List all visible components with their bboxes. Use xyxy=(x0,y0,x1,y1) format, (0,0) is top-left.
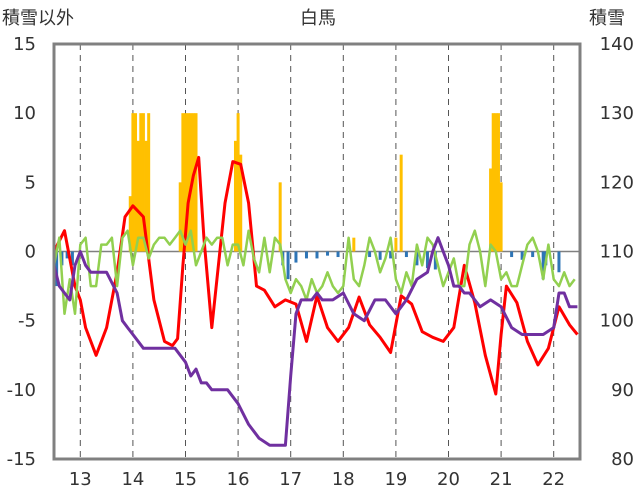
bar-0 xyxy=(399,154,403,252)
y-left-tick-label: 5 xyxy=(25,172,36,193)
bar-0 xyxy=(147,113,151,252)
y-left-tick-label: -10 xyxy=(7,380,36,401)
bar-0 xyxy=(394,237,398,252)
lines xyxy=(52,155,579,447)
bar-0 xyxy=(499,182,503,252)
x-tick-label: 18 xyxy=(332,469,355,490)
bar-0 xyxy=(184,113,187,252)
y-right-tick-label: 80 xyxy=(611,449,634,470)
y-right-tick-label: 140 xyxy=(600,34,634,55)
x-tick-label: 16 xyxy=(227,469,250,490)
bar-0 xyxy=(233,140,237,252)
bar-0 xyxy=(239,154,243,252)
bar-0 xyxy=(136,140,140,252)
bar-1 xyxy=(433,251,437,270)
y-left-tick-label: -5 xyxy=(18,311,36,332)
bar-1 xyxy=(425,251,429,269)
x-tick-label: 19 xyxy=(384,469,407,490)
series-line-2 xyxy=(52,155,579,396)
y-left-tick-label: 10 xyxy=(13,103,36,124)
bar-1 xyxy=(294,251,298,263)
bar-1 xyxy=(55,251,59,287)
bar-1 xyxy=(326,251,330,256)
chart-title: 白馬 xyxy=(300,8,336,29)
x-tick-label: 14 xyxy=(121,469,144,490)
bar-0 xyxy=(134,113,138,252)
y-right-tick-label: 100 xyxy=(600,311,634,332)
y-left-axis-label: 積雪以外 xyxy=(2,8,74,29)
bars xyxy=(55,113,561,287)
bar-0 xyxy=(128,196,132,252)
y-right-tick-label: 120 xyxy=(600,172,634,193)
bar-1 xyxy=(378,251,382,260)
x-tick-label: 21 xyxy=(490,469,513,490)
bar-0 xyxy=(144,140,148,252)
bar-1 xyxy=(65,251,69,259)
bar-1 xyxy=(286,251,290,280)
y-left-tick-label: 15 xyxy=(13,34,36,55)
bar-0 xyxy=(236,113,240,252)
series-line-3 xyxy=(52,229,576,316)
y-right-axis-label: 積雪 xyxy=(589,8,625,29)
y-left-tick-label: -15 xyxy=(7,449,36,470)
bar-0 xyxy=(489,168,493,252)
bar-1 xyxy=(336,251,340,258)
bar-0 xyxy=(131,113,135,252)
bar-0 xyxy=(496,113,500,252)
y-right-tick-label: 110 xyxy=(600,242,634,263)
bar-0 xyxy=(141,113,145,252)
plot-frame xyxy=(52,42,582,461)
bar-0 xyxy=(178,182,182,252)
bar-1 xyxy=(415,251,419,266)
x-tick-label: 20 xyxy=(437,469,460,490)
bar-1 xyxy=(404,251,408,258)
bar-0 xyxy=(181,113,185,252)
bar-0 xyxy=(352,237,356,252)
y-left-tick-label: 0 xyxy=(25,242,36,263)
x-tick-label: 17 xyxy=(279,469,302,490)
bar-1 xyxy=(315,251,319,259)
bar-1 xyxy=(510,251,514,258)
y-right-tick-label: 90 xyxy=(611,380,634,401)
bar-0 xyxy=(491,113,495,252)
x-tick-label: 15 xyxy=(174,469,197,490)
series-line-4 xyxy=(52,236,578,447)
bar-0 xyxy=(278,182,282,252)
bar-1 xyxy=(520,251,524,260)
bar-1 xyxy=(304,251,308,259)
bar-1 xyxy=(531,251,535,258)
bar-1 xyxy=(389,251,393,259)
bar-0 xyxy=(194,113,198,252)
bar-0 xyxy=(139,113,143,252)
bar-1 xyxy=(368,251,372,258)
x-tick-label: 13 xyxy=(69,469,92,490)
x-tick-label: 22 xyxy=(542,469,565,490)
bar-1 xyxy=(557,251,561,273)
bar-1 xyxy=(541,251,545,280)
bar-0 xyxy=(494,113,498,252)
bar-1 xyxy=(70,251,74,266)
bar-0 xyxy=(186,113,190,252)
tick-labels: 13 14 15 16 17 18 19 20 21 22 15 10 5 0 -5 -10 -15 140 130… xyxy=(7,34,634,490)
y-right-tick-label: 130 xyxy=(600,103,634,124)
